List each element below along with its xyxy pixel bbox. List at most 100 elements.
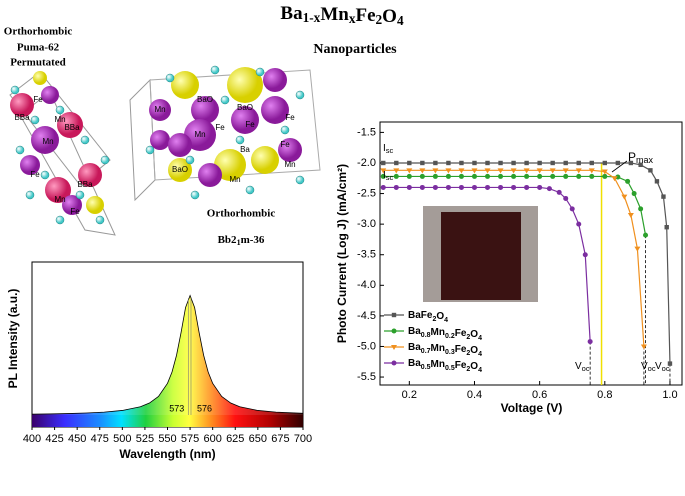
atom-label: Mn [54,115,65,124]
atom [168,158,192,182]
atom [231,106,259,134]
oxygen [185,155,195,165]
x-tick-label: 0.4 [467,389,482,401]
point [589,173,595,179]
spectrum-fill [32,295,303,415]
oxygen [210,65,220,75]
legend-label: Ba0.7Mn0.3Fe2O4 [408,342,482,358]
atom-label: Mn [194,130,205,139]
point [550,173,556,179]
point [420,160,425,166]
atom-label: Fe [215,123,225,132]
plot-frame [379,121,683,386]
atom-label: Mn [154,105,165,114]
y-tick-label: -1.5 [357,126,376,138]
point [589,160,594,166]
point [575,168,582,174]
atom [191,96,219,124]
atom [227,67,263,103]
x-tick-label: 1.0 [662,389,677,401]
oxygen [30,115,40,125]
point [445,184,451,190]
x-tick-label: 550 [158,433,176,445]
point [569,206,575,212]
point [582,252,588,258]
point [627,212,634,218]
point [664,225,669,230]
atom [57,112,83,138]
oxygen [295,175,305,185]
atom-label: Mn [54,195,65,204]
x-tick-label: 500 [113,433,131,445]
atom [278,138,302,162]
y-label: PL Intensity (a.u.) [6,289,20,389]
point [458,168,465,174]
atom-label: Fe [285,113,295,122]
marker-label: 573 [169,403,184,413]
x-label: Voltage (V) [501,401,563,415]
atom [41,86,59,104]
point [615,174,621,180]
point [562,168,569,174]
point [510,168,517,174]
point [537,173,543,179]
atom-label: Fe [30,170,40,179]
annotation: Voc [575,361,590,373]
x-tick-label: 575 [181,433,199,445]
atom [263,68,287,92]
point [381,160,386,166]
atom [150,130,170,150]
point [498,173,504,179]
annotation: Voc [655,361,670,373]
point [661,194,666,199]
y-tick-label: -3.0 [357,218,376,230]
point [419,184,425,190]
atom-label: BBa [14,113,30,122]
x-label: Wavelength (nm) [119,447,215,461]
x-tick-label: 600 [203,433,221,445]
oxygen [75,190,85,200]
atom [198,163,222,187]
y-tick-label: -4.5 [357,310,376,322]
oxygen [280,125,290,135]
point [648,168,653,173]
label: Puma-62 [17,42,60,54]
y-tick-label: -2.5 [357,187,376,199]
atom-label: Mn [229,175,240,184]
pl-curve [31,294,304,415]
atom [45,177,71,203]
point [524,173,530,179]
left-labels: Orthorhombic Puma-62 Permutated [4,26,73,69]
point [433,160,438,166]
x-tick-label: 400 [23,433,41,445]
point [485,160,490,166]
atom [86,196,104,214]
point [576,221,582,227]
point [549,168,556,174]
oxygen [80,135,90,145]
point [550,160,555,166]
point [563,195,569,201]
atom-label: BBa [64,123,80,132]
point [407,160,412,166]
point [511,160,516,166]
pmax-arrow [611,160,628,173]
oxygen [145,145,155,155]
legend-marker [391,360,397,366]
point [524,160,529,166]
point [667,361,673,366]
point [638,162,643,168]
point [484,168,491,174]
point [546,186,552,192]
title: Ba1-xMnxFe2O4 [280,3,404,28]
x-tick-label: 425 [45,433,63,445]
oxygen [245,185,255,195]
x-tick-label: 475 [91,433,109,445]
atom-label: BBa [77,180,93,189]
point [394,160,399,166]
atom [261,96,289,124]
atom-label: Fe [280,140,290,149]
atom [251,146,279,174]
point [432,184,438,190]
atom [184,119,216,151]
